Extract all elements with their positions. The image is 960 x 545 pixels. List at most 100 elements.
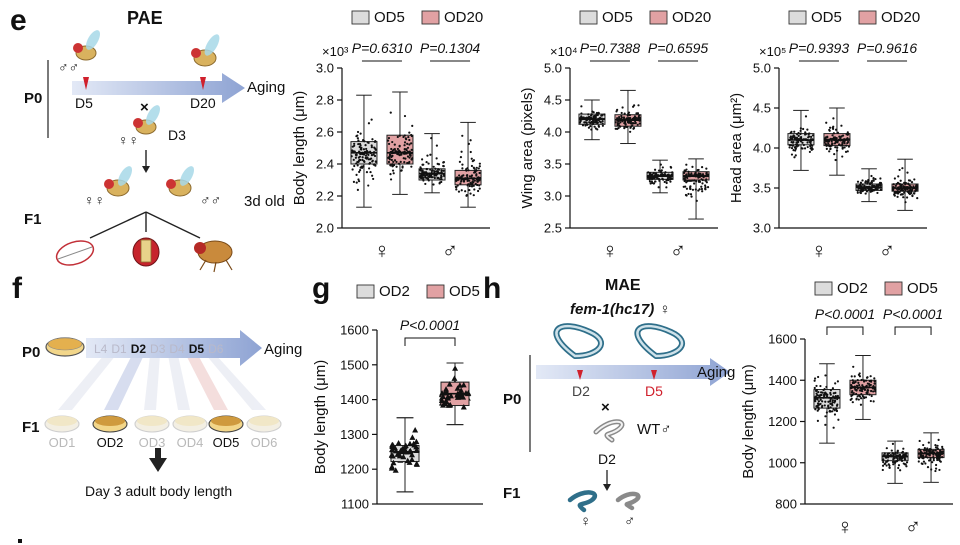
data-point [687, 170, 690, 173]
data-point [827, 400, 830, 403]
worm-icon [553, 323, 604, 359]
legend-label: OD5 [602, 9, 633, 26]
data-point [790, 146, 794, 150]
data-point [789, 131, 792, 134]
data-point [433, 176, 436, 180]
data-point [919, 453, 922, 456]
data-point [683, 169, 686, 172]
data-point [855, 392, 858, 396]
gen-label-f1-f: F1 [22, 419, 40, 436]
data-point [800, 147, 803, 150]
data-point [634, 121, 637, 125]
data-point [868, 393, 871, 396]
data-point [374, 147, 377, 150]
data-point [851, 389, 854, 393]
data-point [442, 165, 445, 168]
p-value-label: P=0.7388 [580, 40, 641, 56]
data-point [421, 158, 424, 161]
data-point [869, 190, 872, 193]
f1-plates: OD1 OD2 OD3 OD4 OD5 OD6 [44, 415, 282, 450]
panel-label-e: e [10, 4, 27, 37]
data-point [871, 189, 875, 192]
data-point [408, 451, 415, 458]
data-point [847, 145, 851, 148]
data-point [823, 392, 826, 395]
data-point [440, 393, 447, 400]
data-point [370, 118, 373, 121]
data-point [359, 132, 362, 135]
data-point [831, 387, 835, 390]
data-point [869, 383, 872, 387]
timeline-tick-d3: D3 [150, 342, 166, 356]
worm-icon [634, 323, 685, 359]
data-point [869, 183, 872, 186]
data-point [865, 190, 869, 193]
data-point [831, 142, 834, 145]
data-point [596, 128, 599, 131]
data-point [432, 183, 435, 186]
data-point [358, 158, 361, 162]
legend-swatch [351, 10, 370, 25]
data-point [409, 434, 416, 440]
data-point [618, 116, 621, 119]
data-point [442, 400, 449, 406]
cross-symbol-h: × [601, 399, 610, 416]
data-point [872, 177, 875, 180]
data-point [897, 464, 901, 467]
data-point [870, 394, 873, 398]
data-point [592, 119, 595, 122]
data-point [465, 194, 468, 197]
y-tick-label: 1200 [340, 462, 369, 477]
data-point [355, 135, 358, 138]
data-point [851, 379, 854, 382]
legend-swatch [356, 284, 375, 299]
data-point [407, 162, 410, 165]
x-category-label: ♀ [837, 514, 854, 539]
y-tick-label: 1100 [341, 497, 369, 512]
data-point [685, 173, 688, 176]
age-label: 3d old [244, 193, 285, 210]
data-point [408, 131, 411, 134]
data-point [941, 445, 944, 448]
data-point [790, 153, 794, 156]
data-point [833, 399, 837, 402]
p-value-label: P=0.6595 [648, 40, 709, 56]
gen-label-f1: F1 [24, 211, 42, 228]
aging-label: Aging [247, 79, 285, 96]
chart-e-head-area: 3.0 3.5 4.0 4.5 5.0 Head area (μm²) ×10⁵ OD5 OD2… [728, 9, 927, 263]
data-point [853, 375, 856, 378]
data-point [888, 466, 891, 469]
data-point [938, 468, 941, 472]
data-point [440, 180, 443, 184]
data-point [396, 135, 399, 139]
data-point [827, 142, 830, 145]
data-point [833, 153, 836, 156]
data-point [587, 113, 590, 116]
data-point [821, 400, 824, 403]
data-point [363, 160, 366, 163]
data-point [857, 381, 860, 384]
data-point [822, 388, 825, 392]
data-point [404, 157, 407, 160]
data-point [430, 137, 433, 140]
data-point [830, 140, 833, 143]
stray-dot [18, 539, 22, 543]
data-point [931, 450, 934, 453]
wing-icon [55, 240, 95, 266]
f1-female-label: ♀♀ [84, 192, 105, 208]
data-point [893, 457, 896, 460]
data-point [470, 164, 474, 168]
y-tick-label: 3.0 [544, 189, 562, 204]
data-point [367, 184, 370, 187]
data-point [891, 442, 895, 446]
data-point [355, 173, 358, 176]
wt-male-label: WT♂ [637, 421, 672, 438]
data-point [700, 166, 704, 169]
data-point [633, 104, 636, 107]
data-point [706, 185, 710, 189]
data-point [922, 460, 926, 463]
data-point [834, 128, 838, 131]
data-point [820, 393, 823, 397]
data-point [389, 178, 393, 181]
data-point [801, 141, 804, 144]
